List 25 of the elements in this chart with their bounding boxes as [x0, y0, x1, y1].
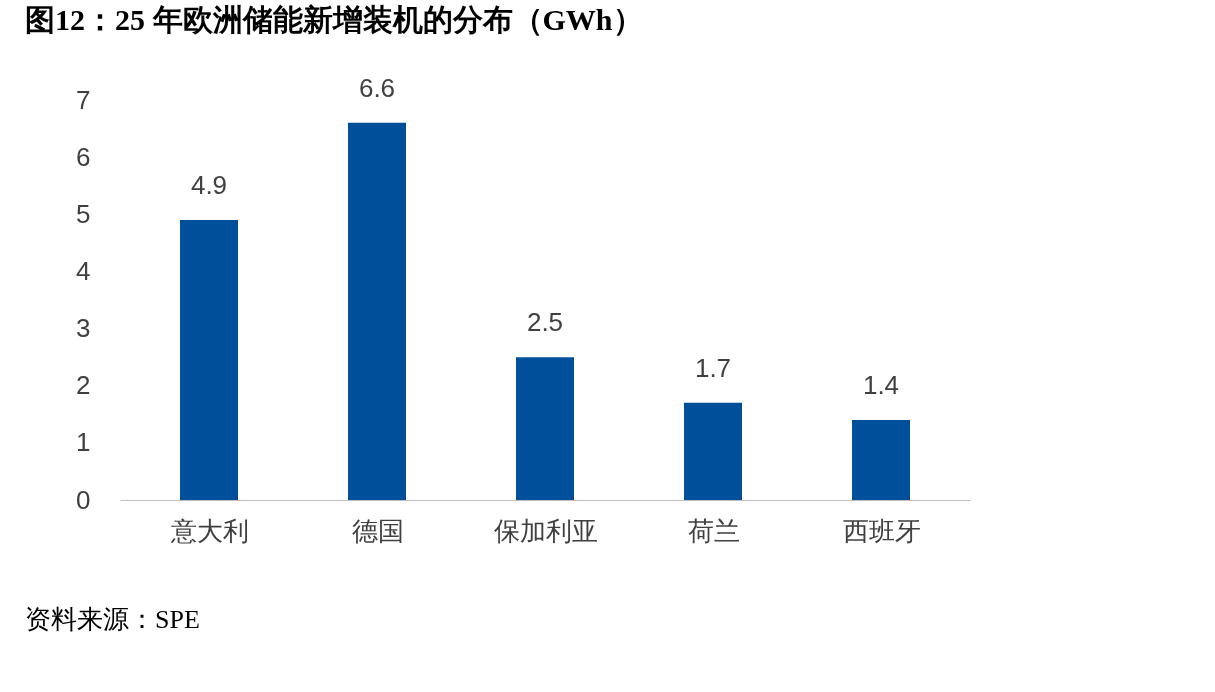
y-tick-label: 7	[76, 84, 91, 115]
x-tick-label: 德国	[351, 516, 404, 546]
bar	[348, 122, 406, 500]
x-tick-label: 西班牙	[842, 516, 921, 546]
y-tick-label: 5	[76, 198, 91, 229]
bar	[180, 220, 238, 500]
x-tick-label: 保加利亚	[493, 516, 598, 546]
bar	[684, 402, 742, 500]
y-tick-label: 0	[76, 484, 91, 515]
bar	[852, 420, 910, 500]
data-label: 6.6	[358, 72, 396, 103]
text: 资料来源：SPE	[25, 605, 200, 634]
data-label: 2.5	[526, 307, 564, 338]
x-tick-label: 意大利	[169, 516, 249, 546]
y-tick-label: 6	[76, 141, 91, 172]
y-tick-label: 3	[76, 313, 91, 344]
data-label: 1.4	[862, 370, 900, 400]
y-tick-label: 4	[76, 255, 91, 286]
bar	[516, 357, 574, 500]
y-tick-label: 1	[76, 427, 91, 458]
x-tick-label: 荷兰	[687, 516, 740, 546]
chart-title: 图12：25 年欧洲储能新增装机的分布（GWh）	[25, 2, 643, 36]
y-tick-label: 2	[76, 370, 91, 401]
data-label: 4.9	[190, 170, 228, 200]
data-label: 1.7	[694, 352, 732, 383]
